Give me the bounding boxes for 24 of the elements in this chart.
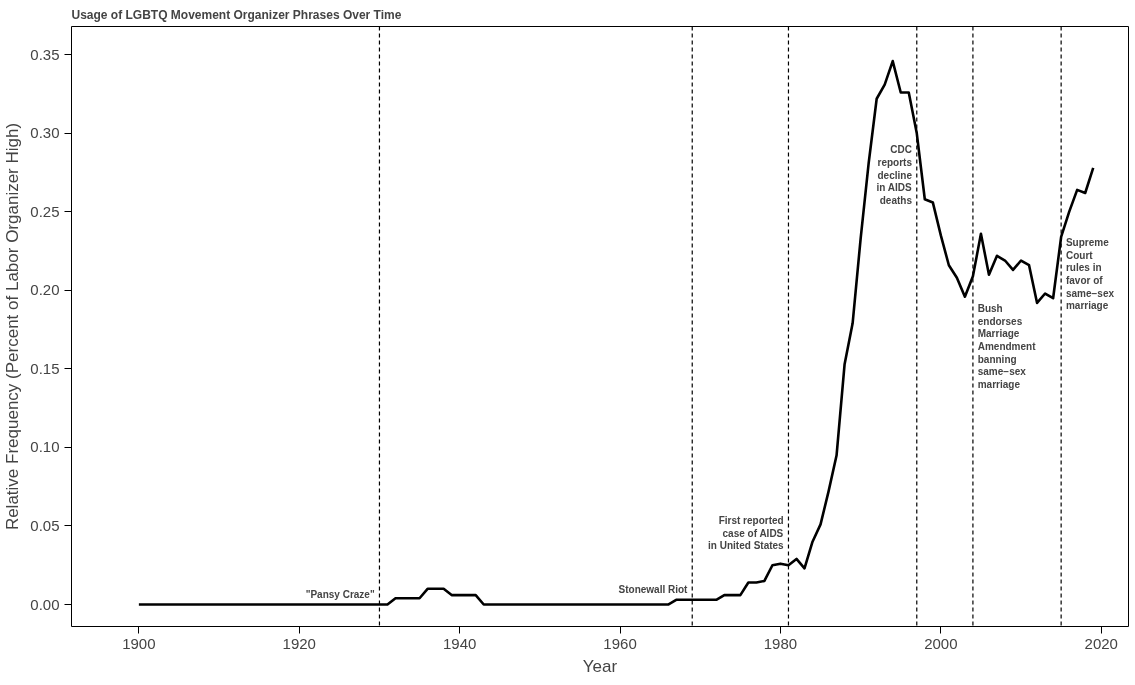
y-tick-label: 0.00 bbox=[30, 595, 60, 613]
x-axis-title: Year bbox=[582, 656, 618, 676]
y-tick-label: 0.25 bbox=[30, 202, 60, 220]
annotation: Stonewall Riot bbox=[618, 584, 689, 596]
y-tick-label: 0.20 bbox=[30, 281, 60, 299]
x-tick-label: 1940 bbox=[442, 634, 477, 652]
y-tick-label: 0.10 bbox=[30, 438, 60, 456]
y-axis-title: Relative Frequency (Percent of Labor Organizer High) bbox=[3, 122, 23, 531]
y-tick-label: 0.15 bbox=[30, 359, 60, 377]
x-tick-label: 2000 bbox=[924, 634, 958, 652]
annotation: Supreme Court rules in favor of same−sex marriage bbox=[1065, 236, 1115, 312]
y-tick-label: 0.05 bbox=[30, 516, 60, 534]
x-tick-label: 2020 bbox=[1084, 634, 1118, 652]
x-tick-label: 1900 bbox=[122, 634, 156, 652]
annotation: First reported case of AIDS in United States bbox=[708, 514, 785, 552]
annotation: Bush endorses Marriage Amendment banning same−sex marriage bbox=[977, 302, 1037, 390]
chart-title: Usage of LGBTQ Movement Organizer Phrases Over Time bbox=[71, 7, 402, 22]
x-tick-label: 1960 bbox=[603, 634, 637, 652]
x-tick-label: 1920 bbox=[282, 634, 316, 652]
y-tick-label: 0.35 bbox=[30, 45, 60, 63]
annotation: "Pansy Craze" bbox=[305, 588, 375, 600]
x-tick-label: 1980 bbox=[763, 634, 798, 652]
annotation: CDC reports decline in AIDS deaths bbox=[876, 144, 913, 206]
y-tick-label: 0.30 bbox=[30, 124, 60, 142]
